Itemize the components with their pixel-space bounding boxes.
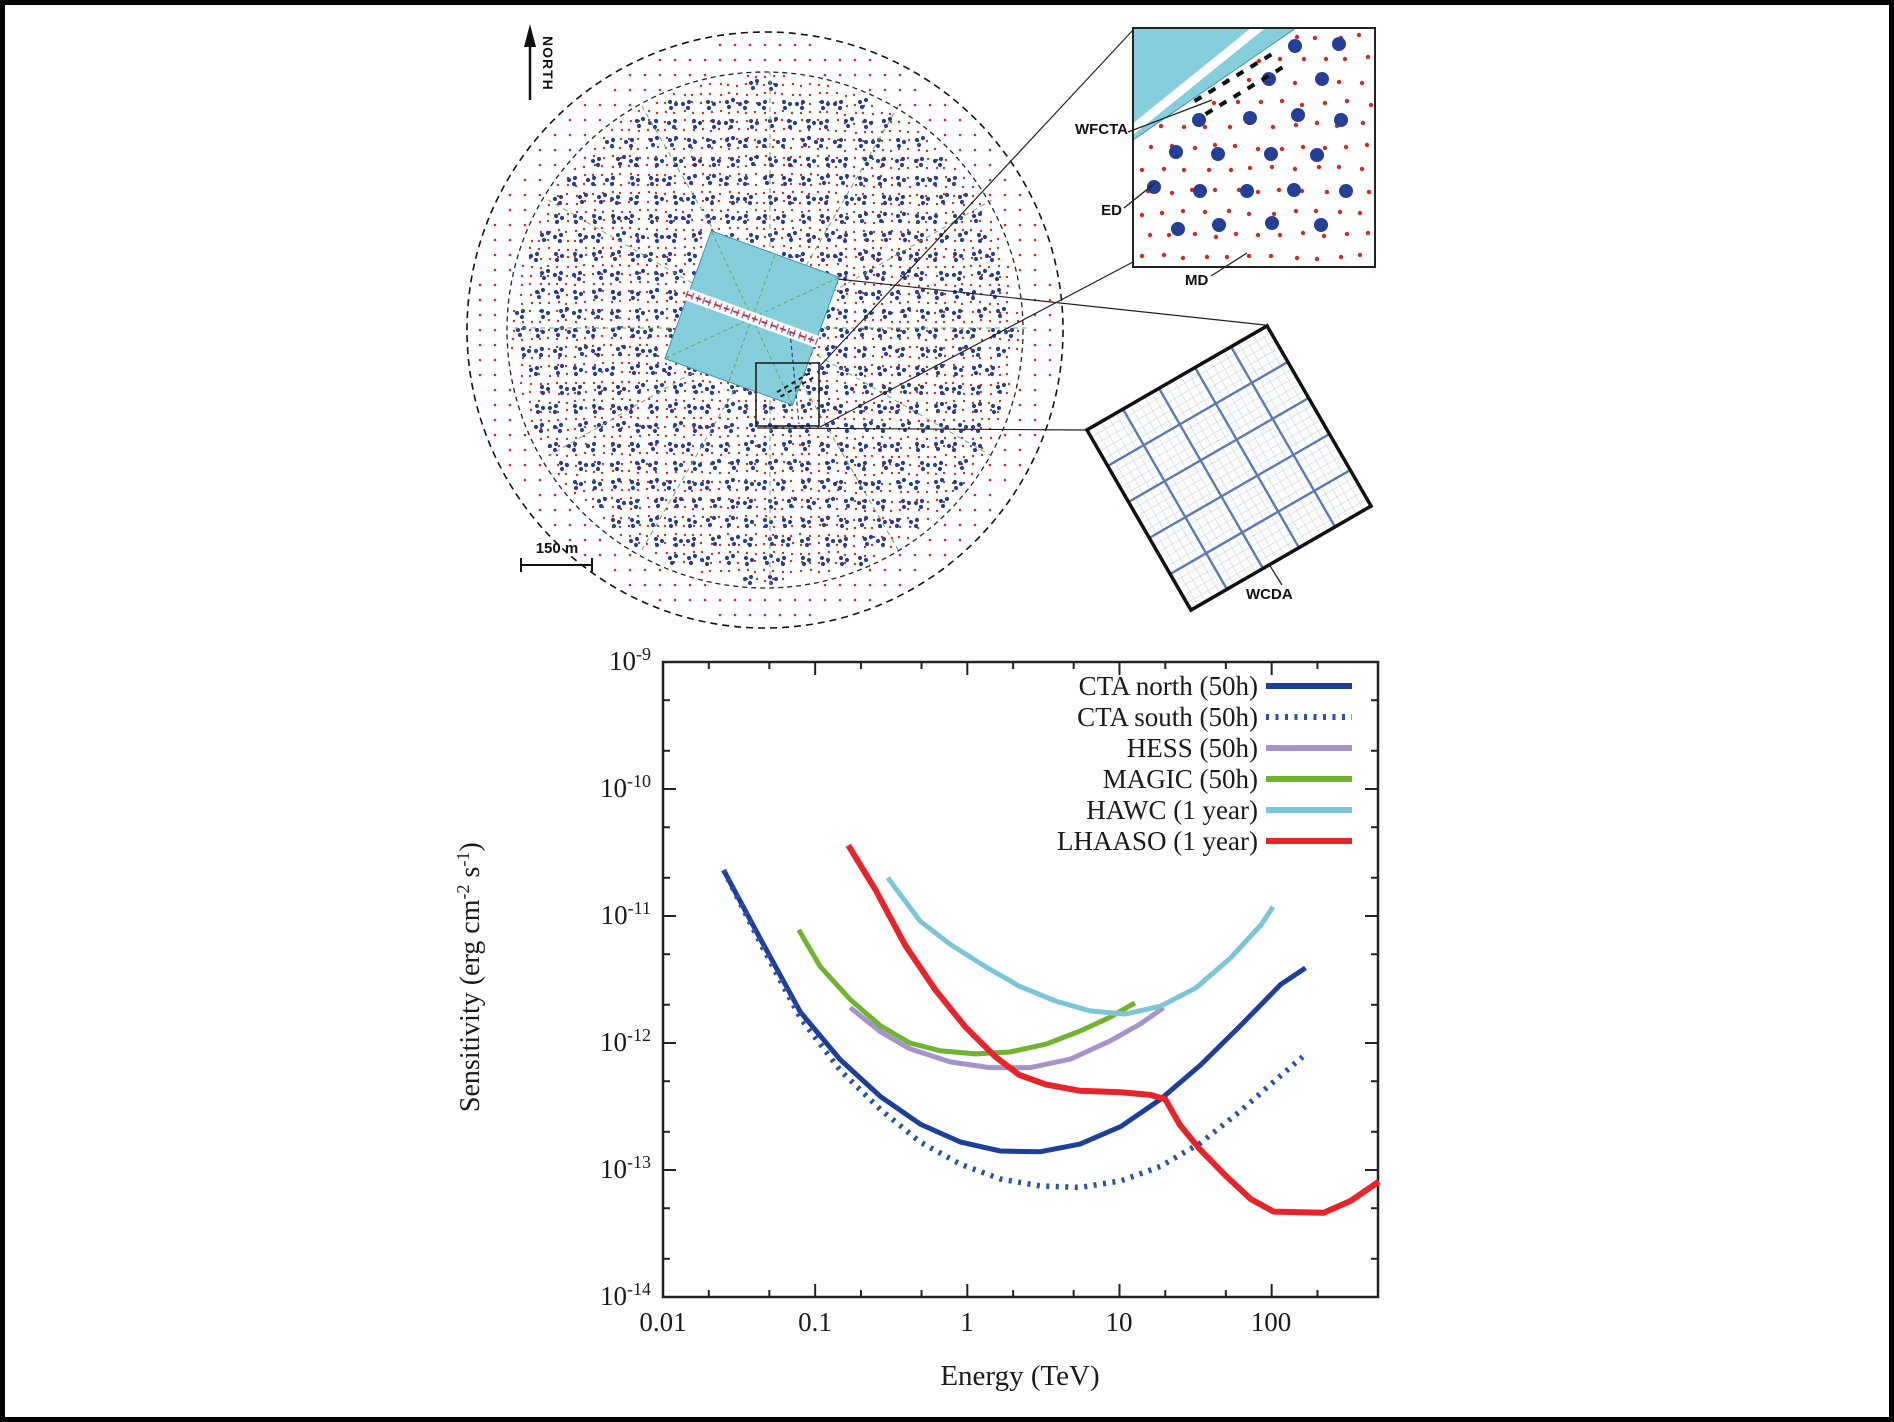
series-magic — [796, 928, 1137, 1057]
series-cta-south — [721, 868, 1305, 1191]
wcda-square — [664, 230, 840, 406]
series-hawc — [885, 876, 1276, 1017]
detail-inset-border — [1132, 27, 1376, 268]
md-label: MD — [1185, 272, 1209, 289]
wcda-inset — [1084, 323, 1374, 613]
axis-ticks — [662, 661, 1379, 1298]
x-tick-label: 0.1 — [798, 1307, 832, 1337]
y-tick-label: 10-11 — [600, 898, 651, 930]
x-tick-label: 100 — [1250, 1307, 1292, 1337]
scale-label: 150 m — [535, 540, 579, 557]
detector-detail-inset — [1133, 28, 1375, 267]
legend-label-lhaaso: LHAASO (1 year) — [1057, 826, 1258, 856]
ed-label: ED — [1101, 202, 1122, 219]
wfcta-telescope-marks — [1193, 52, 1284, 116]
y-axis-title: Sensitivity (erg cm-2 s-1) — [452, 842, 487, 1113]
north-label: NORTH — [540, 36, 556, 91]
y-tick-label: 10-14 — [600, 1279, 651, 1311]
x-tick-label: 1 — [960, 1307, 974, 1337]
y-tick-label: 10-13 — [600, 1152, 651, 1184]
x-tick-label: 10 — [1105, 1307, 1133, 1337]
md-dot-field — [514, 78, 1015, 586]
array-map — [466, 24, 1376, 629]
y-tick-label: 10-12 — [600, 1025, 651, 1057]
legend-label-hess: HESS (50h) — [1126, 733, 1258, 763]
legend-label-cta-north: CTA north (50h) — [1078, 671, 1258, 701]
legend-label-cta-south: CTA south (50h) — [1077, 702, 1258, 732]
scale-bar — [520, 558, 593, 572]
zoom-region-square — [755, 362, 820, 427]
north-arrow — [524, 24, 536, 100]
wfcta-label: WFCTA — [1074, 121, 1128, 138]
sensitivity-chart — [661, 660, 1381, 1299]
series-cta-north — [721, 868, 1307, 1155]
radial-guide-lines — [514, 72, 1026, 584]
legend-label-hawc: HAWC (1 year) — [1086, 795, 1258, 825]
plot-frame — [661, 660, 1380, 1299]
wcda-label: WCDA — [1246, 586, 1293, 603]
y-tick-label: 10-9 — [609, 644, 651, 676]
wfcta-axis-line — [789, 331, 800, 425]
inner-array-boundary — [506, 71, 1024, 589]
wfcta-mini-telescopes — [776, 372, 814, 398]
outer-array-boundary — [466, 31, 1064, 629]
series-lhaaso — [845, 843, 1381, 1216]
legend-label-magic: MAGIC (50h) — [1102, 764, 1258, 794]
x-axis-title: Energy (TeV) — [940, 1360, 1100, 1392]
y-tick-label: 10-10 — [600, 771, 651, 803]
x-tick-label: 0.01 — [639, 1307, 687, 1337]
inset-connector-lines — [756, 29, 1266, 431]
